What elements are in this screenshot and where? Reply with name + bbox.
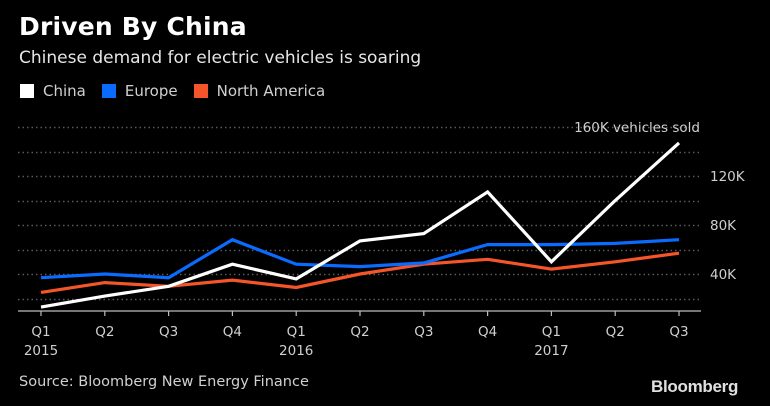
y-tick-label-80k: 80K <box>710 218 737 234</box>
chart-title: Driven By China <box>19 12 247 41</box>
legend-label-china: China <box>43 82 86 100</box>
x-year-label: 2017 <box>534 343 568 359</box>
y-axis-labels: 40K 80K 120K 160K vehicles sold <box>574 120 746 283</box>
chart-subtitle: Chinese demand for electric vehicles is … <box>19 48 422 68</box>
y-tick-label-120k: 120K <box>710 169 746 185</box>
x-tick-label: Q1 <box>31 324 50 340</box>
x-tick-label: Q1 <box>542 324 561 340</box>
x-tick-label: Q2 <box>606 324 625 340</box>
series-line-north-america <box>40 251 680 294</box>
bloomberg-logo: Bloomberg <box>651 377 739 396</box>
legend: China Europe North America <box>20 82 341 100</box>
legend-item-china: China <box>20 82 86 100</box>
x-tick-label: Q2 <box>350 324 369 340</box>
x-tick-label: Q3 <box>414 324 433 340</box>
x-tick-label: Q1 <box>287 324 306 340</box>
x-year-label: 2016 <box>279 343 313 359</box>
y-tick-label-40k: 40K <box>710 267 737 283</box>
y-tick-label-160k-vehicles-sold: 160K vehicles sold <box>574 120 700 136</box>
legend-item-europe: Europe <box>101 82 178 100</box>
x-axis: Q1 2015 Q2 Q3 Q4 Q1 2016 Q2 Q3 Q4 Q1 2017 Q2 Q3 <box>18 310 701 359</box>
source-note: Source: Bloomberg New Energy Finance <box>19 374 309 390</box>
x-tick-label: Q4 <box>223 324 242 340</box>
x-tick-label: Q3 <box>159 324 178 340</box>
x-tick-label: Q2 <box>95 324 114 340</box>
legend-swatch-china <box>20 84 34 98</box>
x-tick-label: Q4 <box>478 324 497 340</box>
legend-item-north-america: North America <box>193 82 326 100</box>
legend-swatch-north-america <box>193 84 208 98</box>
legend-label-north-america: North America <box>216 82 326 100</box>
series-lines <box>40 141 681 309</box>
series-line-europe <box>40 237 680 280</box>
x-tick-label: Q3 <box>669 324 688 340</box>
legend-label-europe: Europe <box>124 82 178 100</box>
x-year-label: 2015 <box>24 343 58 359</box>
legend-swatch-europe <box>101 84 116 98</box>
